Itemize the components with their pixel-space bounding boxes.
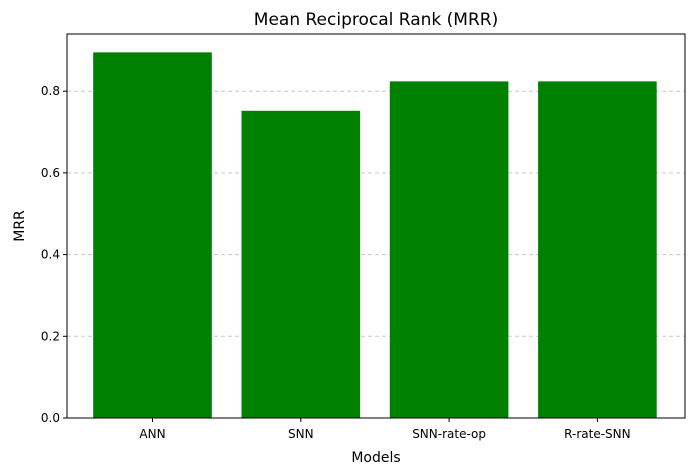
x-axis-label: Models (351, 450, 400, 466)
y-tick-label: 0.2 (41, 329, 60, 343)
x-tick-label: SNN (288, 427, 314, 441)
y-tick-label: 0.4 (41, 248, 60, 262)
bars (93, 52, 657, 419)
y-axis-ticks: 0.0 0.2 0.4 0.6 0.8 (41, 84, 67, 425)
x-tick-label: R-rate-SNN (564, 427, 630, 441)
y-tick-label: 0.0 (41, 411, 60, 425)
x-tick-label: ANN (139, 427, 165, 441)
plot-frame (66, 33, 686, 419)
bar-snn (241, 110, 361, 419)
x-tick-label: SNN-rate-op (412, 427, 486, 441)
y-tick-label: 0.6 (41, 166, 60, 180)
x-axis-ticks: ANN SNN SNN-rate-op R-rate-SNN (139, 418, 631, 441)
bar-snn-rate-op (389, 81, 509, 418)
bar-r-rate-snn (538, 81, 657, 418)
bar-ann (93, 52, 212, 418)
y-tick-label: 0.8 (41, 84, 60, 98)
chart-title: Mean Reciprocal Rank (MRR) (254, 10, 498, 30)
y-axis-label: MRR (12, 210, 28, 242)
